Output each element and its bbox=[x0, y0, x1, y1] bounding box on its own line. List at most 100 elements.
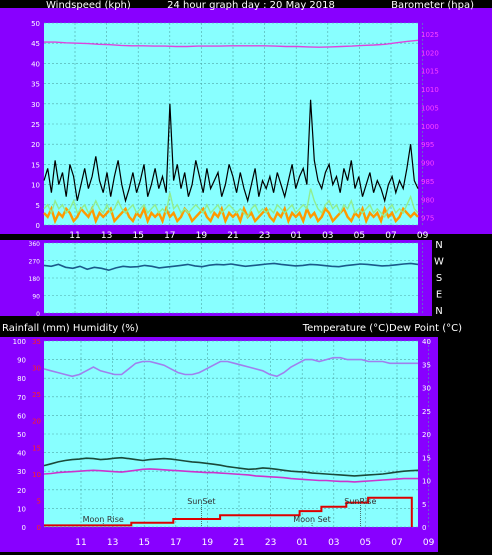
rainfall-y-tick-label: 15 bbox=[32, 444, 41, 452]
barometer-y-tick-label: 975 bbox=[421, 215, 434, 223]
temperature-y-tick-label: 30 bbox=[422, 385, 431, 393]
rainfall-y-tick-label: 20 bbox=[32, 418, 41, 426]
barometer-y-tick-label: 995 bbox=[421, 141, 434, 149]
wind-x-tick-label: 11 bbox=[69, 231, 80, 241]
direction-series bbox=[43, 262, 419, 272]
rain-x-tick-label: 07 bbox=[391, 538, 402, 548]
rain-x-tick-label: 05 bbox=[360, 538, 371, 548]
barometer-y-tick-label: 1020 bbox=[421, 49, 439, 57]
humidity-y-tick-label: 60 bbox=[17, 412, 26, 420]
humidity-y-tick-label: 50 bbox=[17, 431, 26, 439]
header-right: Barometer (hpa) bbox=[391, 0, 474, 11]
wind-y-tick-label: 20 bbox=[31, 141, 40, 149]
rainfall-y-tick-label: 35 bbox=[32, 338, 41, 346]
humidity-y-tick-label: 10 bbox=[17, 505, 26, 513]
barometer-y-tick-label: 980 bbox=[421, 196, 434, 204]
wind-x-tick-label: 19 bbox=[196, 231, 208, 241]
direction-y-tick-label: 90 bbox=[32, 294, 40, 301]
rain-x-tick-label: 17 bbox=[170, 538, 181, 548]
wind-average-line bbox=[43, 188, 419, 219]
wind-x-tick-label: 17 bbox=[164, 231, 175, 241]
temperature-y-tick-label: 5 bbox=[422, 501, 426, 509]
wind-x-tick-label: 01 bbox=[290, 231, 301, 241]
temperature-y-tick-label: 20 bbox=[422, 431, 431, 439]
panel-direction-plot bbox=[44, 243, 418, 313]
direction-y-tick-label: 360 bbox=[29, 241, 41, 248]
rain-series bbox=[43, 356, 419, 527]
humidity-y-tick-label: 80 bbox=[17, 375, 26, 383]
rain-axes: 0102030405060708090100051015202530350510… bbox=[13, 338, 435, 548]
barometer-y-tick-label: 1005 bbox=[421, 104, 439, 112]
direction-compass-label: W bbox=[434, 257, 444, 268]
annotation-label: SunSet bbox=[187, 497, 215, 506]
annotation-label: SunRise bbox=[344, 497, 376, 506]
annotation-label: Moon Set bbox=[293, 515, 330, 524]
temperature-y-tick-label: 35 bbox=[422, 361, 431, 369]
wind-series bbox=[43, 39, 419, 225]
wind-y-tick-label: 45 bbox=[31, 40, 40, 48]
barometer-y-tick-label: 1025 bbox=[421, 31, 439, 39]
humidity-y-tick-label: 70 bbox=[17, 394, 26, 402]
barometer-line bbox=[44, 39, 419, 48]
barometer-y-tick-label: 1000 bbox=[421, 123, 439, 131]
rainfall-line bbox=[44, 496, 413, 527]
temperature-y-tick-label: 10 bbox=[422, 478, 431, 486]
temperature-y-tick-label: 0 bbox=[422, 524, 426, 532]
rainfall-y-tick-label: 10 bbox=[32, 471, 41, 479]
wind-gust-line bbox=[43, 99, 419, 204]
direction-line bbox=[43, 262, 419, 272]
rain-x-tick-label: 15 bbox=[138, 538, 149, 548]
humidity-y-tick-label: 90 bbox=[17, 357, 26, 365]
humidity-line bbox=[43, 356, 418, 378]
humidity-y-tick-label: 20 bbox=[17, 487, 26, 495]
temperature-line bbox=[43, 456, 419, 477]
wind-y-tick-label: 50 bbox=[31, 20, 40, 28]
rain-grid bbox=[44, 340, 429, 528]
rain-x-tick-label: 11 bbox=[75, 538, 86, 548]
wind-x-tick-label: 21 bbox=[227, 231, 238, 241]
wind-y-tick-label: 0 bbox=[36, 222, 40, 230]
humidity-y-tick-label: 30 bbox=[17, 468, 26, 476]
wind-x-tick-label: 07 bbox=[385, 231, 396, 241]
direction-compass-label: E bbox=[436, 290, 442, 301]
wind-y-tick-label: 40 bbox=[31, 60, 40, 68]
mid-header-left: Rainfall (mm) Humidity (%) bbox=[2, 323, 139, 334]
barometer-y-tick-label: 990 bbox=[421, 160, 434, 168]
header-left: Windspeed (kph) bbox=[46, 0, 131, 11]
rain-x-tick-label: 03 bbox=[328, 538, 339, 548]
rain-x-tick-label: 23 bbox=[265, 538, 276, 548]
dew-point-line bbox=[43, 468, 418, 483]
header-center: 24 hour graph day : 20 May 2018 bbox=[167, 0, 335, 11]
rainfall-y-tick-label: 30 bbox=[32, 365, 41, 373]
wind-x-tick-label: 09 bbox=[417, 231, 429, 241]
rainfall-y-tick-label: 0 bbox=[37, 524, 41, 532]
wind-axes: 0510152025303540455097598098599099510001… bbox=[31, 20, 439, 241]
rainfall-y-tick-label: 5 bbox=[37, 497, 41, 505]
rain-x-tick-label: 21 bbox=[233, 538, 244, 548]
direction-compass-label: N bbox=[435, 306, 442, 317]
temperature-y-tick-label: 40 bbox=[422, 338, 431, 346]
barometer-y-tick-label: 985 bbox=[421, 178, 434, 186]
rain-x-tick-label: 19 bbox=[202, 538, 214, 548]
wind-y-tick-label: 10 bbox=[31, 182, 40, 190]
rain-x-tick-label: 09 bbox=[423, 538, 435, 548]
rain-x-tick-label: 13 bbox=[107, 538, 118, 548]
wind-x-tick-label: 13 bbox=[101, 231, 112, 241]
wind-y-tick-label: 35 bbox=[31, 81, 40, 89]
wind-y-tick-label: 25 bbox=[31, 121, 40, 129]
wind-x-tick-label: 03 bbox=[322, 231, 333, 241]
annotation-label: Moon Rise bbox=[83, 515, 124, 524]
humidity-y-tick-label: 40 bbox=[17, 450, 26, 458]
wind-orange-line bbox=[43, 205, 419, 225]
wind-y-tick-label: 15 bbox=[31, 161, 40, 169]
wind-grid bbox=[44, 22, 423, 226]
temperature-y-tick-label: 15 bbox=[422, 454, 431, 462]
humidity-y-tick-label: 0 bbox=[22, 524, 26, 532]
direction-compass-label: S bbox=[436, 273, 442, 284]
mid-header-right: Temperature (°C)Dew Point (°C) bbox=[302, 323, 462, 334]
temperature-y-tick-label: 25 bbox=[422, 408, 431, 416]
wind-x-tick-label: 05 bbox=[354, 231, 365, 241]
barometer-y-tick-label: 1010 bbox=[421, 86, 439, 94]
